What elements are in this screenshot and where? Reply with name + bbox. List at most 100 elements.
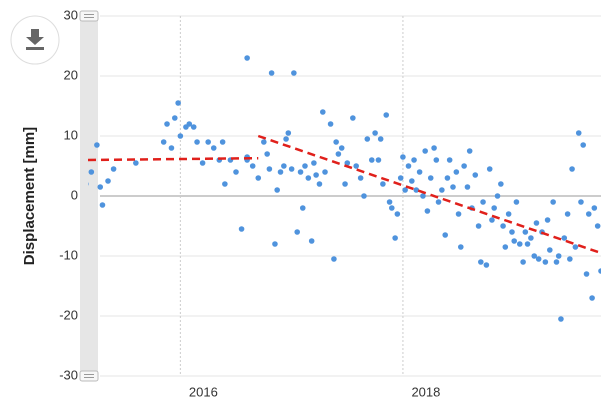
- data-point: [316, 181, 323, 187]
- y-tick-label: -20: [59, 307, 78, 322]
- slider-handle-bottom[interactable]: [79, 370, 99, 382]
- data-point: [380, 181, 386, 187]
- slider-handle-top[interactable]: [79, 10, 99, 22]
- data-point: [547, 247, 553, 253]
- data-point: [446, 157, 453, 163]
- data-point: [377, 136, 384, 142]
- data-point: [542, 259, 549, 265]
- data-point: [186, 121, 193, 127]
- data-point: [249, 163, 256, 169]
- data-point: [453, 169, 460, 175]
- data-point: [422, 148, 428, 154]
- data-point: [491, 205, 497, 211]
- data-point: [531, 253, 538, 259]
- data-point: [409, 178, 415, 184]
- data-point: [272, 241, 278, 247]
- data-point: [190, 124, 197, 130]
- data-point: [338, 145, 345, 151]
- trend-line: [257, 134, 601, 255]
- x-tick-label: 2018: [411, 384, 440, 399]
- data-point: [386, 199, 393, 205]
- data-point: [383, 112, 390, 118]
- data-point: [524, 241, 531, 247]
- data-point: [502, 244, 509, 250]
- data-point: [244, 55, 250, 61]
- data-point: [274, 187, 280, 193]
- data-point: [333, 139, 339, 145]
- data-point: [133, 160, 139, 166]
- data-point: [450, 184, 456, 190]
- data-point: [585, 211, 592, 217]
- data-point: [297, 169, 304, 175]
- data-point: [264, 151, 270, 157]
- data-point: [505, 211, 512, 217]
- data-point: [528, 235, 534, 241]
- data-point: [498, 181, 504, 187]
- data-point: [266, 166, 273, 172]
- data-point: [522, 229, 529, 235]
- data-point: [160, 139, 167, 145]
- download-button[interactable]: [10, 15, 60, 65]
- data-point: [392, 235, 398, 241]
- data-point: [591, 205, 598, 211]
- data-point: [472, 172, 479, 178]
- data-point: [589, 295, 595, 301]
- data-point: [285, 130, 292, 136]
- data-point: [175, 100, 181, 106]
- data-point: [88, 182, 89, 186]
- data-point: [433, 157, 440, 163]
- data-point: [110, 166, 117, 172]
- data-point: [238, 226, 245, 232]
- data-point: [420, 193, 426, 199]
- data-point: [388, 205, 395, 211]
- data-point: [483, 262, 490, 268]
- data-point: [364, 136, 371, 142]
- data-point: [442, 232, 449, 238]
- data-point: [219, 139, 226, 145]
- data-point: [99, 202, 106, 208]
- data-point: [320, 109, 326, 115]
- data-point: [342, 181, 348, 187]
- data-point: [405, 163, 412, 169]
- data-point: [372, 130, 378, 136]
- data-point: [283, 136, 289, 142]
- y-tick-label: 0: [71, 187, 78, 202]
- trend-line: [88, 156, 259, 162]
- data-point: [516, 241, 523, 247]
- range-slider[interactable]: [80, 16, 98, 376]
- data-point: [461, 163, 467, 169]
- data-point: [164, 121, 170, 127]
- data-point: [368, 157, 375, 163]
- data-point: [331, 256, 337, 262]
- data-point: [583, 271, 590, 277]
- data-point: [105, 178, 111, 184]
- data-point: [520, 259, 526, 265]
- data-point: [88, 169, 95, 175]
- data-point: [475, 223, 482, 229]
- y-tick-label: -10: [59, 247, 78, 262]
- data-point: [598, 268, 601, 274]
- data-point: [233, 169, 239, 175]
- plot-area: [88, 55, 601, 322]
- data-point: [427, 175, 434, 181]
- data-point: [311, 160, 317, 166]
- data-point: [288, 166, 295, 172]
- y-tick-label: 30: [64, 7, 78, 22]
- data-point: [171, 115, 178, 121]
- data-point: [561, 235, 568, 241]
- data-point: [555, 253, 562, 259]
- y-axis-label: Displacement [mm]: [21, 127, 38, 265]
- data-point: [177, 133, 184, 139]
- data-point: [394, 211, 401, 217]
- data-point: [466, 148, 473, 154]
- data-point: [489, 217, 495, 223]
- data-point: [550, 199, 556, 205]
- data-point: [194, 139, 200, 145]
- data-point: [168, 145, 175, 151]
- data-point: [580, 142, 586, 148]
- data-point: [97, 184, 104, 190]
- data-point: [308, 238, 315, 244]
- data-point: [480, 199, 486, 205]
- data-point: [268, 70, 275, 76]
- data-point: [205, 139, 211, 145]
